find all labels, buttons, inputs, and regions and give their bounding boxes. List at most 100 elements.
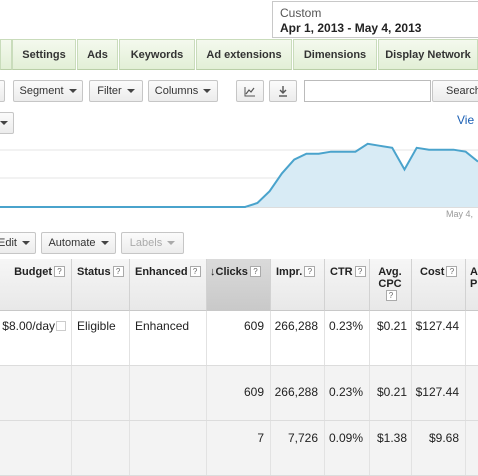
cell-cost: $127.44 <box>412 366 466 420</box>
edit-label: Edit <box>0 237 17 249</box>
tab-keywords[interactable]: Keywords <box>119 39 195 70</box>
chevron-down-icon <box>203 89 212 94</box>
cell-cost: $127.44 <box>412 311 466 365</box>
cell-cost: $9.68 <box>412 421 466 475</box>
column-header-enhanced[interactable]: Enhanced? <box>130 259 207 311</box>
tab-ads[interactable]: Ads <box>77 39 118 70</box>
tab-dimensions[interactable]: Dimensions <box>293 39 377 70</box>
enhanced-value: Enhanced <box>135 319 190 333</box>
sort-descending-icon: ↓ <box>210 266 216 278</box>
segment-label: Segment <box>19 85 64 97</box>
avg-cpc-value: $0.21 <box>376 319 407 333</box>
automate-label: Automate <box>48 237 96 249</box>
column-header-avg-cpc[interactable]: Avg. CPC? <box>370 259 412 311</box>
view-change-history-link[interactable]: Vie <box>457 113 475 127</box>
cell-budget <box>0 366 72 420</box>
ctr-value: 0.23% <box>328 319 363 333</box>
cell-clicks: 7 <box>207 421 271 475</box>
chevron-down-icon <box>0 121 8 126</box>
cell-budget: $8.00/day <box>0 311 72 365</box>
cell-enhanced <box>130 366 207 420</box>
chart-metric-dropdown[interactable] <box>0 112 14 134</box>
columns-button[interactable]: Columns <box>148 80 218 102</box>
table-row: 609 266,288 0.23% $0.21 $127.44 <box>0 366 478 421</box>
performance-chart <box>0 142 478 208</box>
line-graph-icon <box>244 87 255 97</box>
segment-button[interactable]: Segment <box>13 80 83 102</box>
cell-ctr: 0.23% <box>325 366 370 420</box>
cost-value: $127.44 <box>415 319 459 333</box>
help-icon[interactable]: ? <box>54 266 65 277</box>
help-icon[interactable]: ? <box>189 266 201 277</box>
budget-value: $8.00/day <box>2 319 55 333</box>
tab-bar: Settings Ads Keywords Ad extensions Dime… <box>0 39 478 71</box>
avg-cpc-value: $0.21 <box>376 385 407 399</box>
cell-avg-cpc: $0.21 <box>370 311 412 365</box>
ctr-value: 0.23% <box>328 385 363 399</box>
clicks-value: 609 <box>243 385 264 399</box>
help-icon[interactable]: ? <box>354 266 366 277</box>
help-icon[interactable]: ? <box>249 266 261 277</box>
cell-ctr: 0.23% <box>325 311 370 365</box>
column-header-clicks[interactable]: ↓Clicks? <box>207 259 271 311</box>
table-row[interactable]: $8.00/day Eligible Enhanced 609 266,288 … <box>0 311 478 366</box>
chart-series-line <box>0 142 478 208</box>
download-button[interactable] <box>269 80 297 102</box>
date-range-picker[interactable]: Custom Apr 1, 2013 - May 4, 2013 <box>272 1 478 38</box>
table-row: 7 7,726 0.09% $1.38 $9.68 <box>0 421 478 476</box>
column-header-status[interactable]: Status? <box>72 259 130 311</box>
search-button[interactable]: Search <box>432 80 478 102</box>
toolbar-left-button[interactable] <box>0 80 5 102</box>
help-icon[interactable]: ? <box>304 266 316 277</box>
cell-impressions: 266,288 <box>271 311 325 365</box>
cell-impressions: 266,288 <box>271 366 325 420</box>
cell-avg-cpc: $1.38 <box>370 421 412 475</box>
chart-area-fill <box>0 143 478 207</box>
help-icon[interactable]: ? <box>112 266 124 277</box>
chevron-down-icon <box>21 241 30 246</box>
labels-label: Labels <box>129 237 163 249</box>
chevron-down-icon <box>167 241 176 246</box>
toggle-graph-button[interactable] <box>236 80 264 102</box>
cell-budget <box>0 421 72 475</box>
column-header-cost[interactable]: Cost? <box>412 259 466 311</box>
chevron-down-icon <box>100 241 109 246</box>
cell-status <box>72 421 130 475</box>
chevron-down-icon <box>68 89 77 94</box>
column-header-budget[interactable]: Budget? <box>0 259 72 311</box>
tab-display-network[interactable]: Display Network <box>378 39 478 70</box>
avg-cpc-value: $1.38 <box>376 431 407 445</box>
column-header-ctr[interactable]: CTR? <box>325 259 370 311</box>
status-value: Eligible <box>77 319 116 333</box>
cost-value: $127.44 <box>415 385 459 399</box>
clicks-value: 7 <box>257 431 264 445</box>
labels-button[interactable]: Labels <box>121 232 184 254</box>
column-header-label: A P <box>470 266 478 290</box>
tab-settings[interactable]: Settings <box>12 39 76 70</box>
column-header-impressions[interactable]: Impr.? <box>271 259 325 311</box>
help-icon[interactable]: ? <box>385 290 397 301</box>
cell-enhanced <box>130 421 207 475</box>
column-header-label: CTR <box>330 266 353 278</box>
tab-ad-extensions[interactable]: Ad extensions <box>196 39 292 70</box>
automate-button[interactable]: Automate <box>41 232 116 254</box>
help-icon[interactable]: ? <box>446 266 458 277</box>
budget-edit-icon[interactable] <box>56 321 66 331</box>
edit-button[interactable]: Edit <box>0 232 36 254</box>
search-input[interactable] <box>304 80 431 102</box>
cell-ctr: 0.09% <box>325 421 370 475</box>
column-header-label: Clicks <box>215 266 248 278</box>
chevron-down-icon <box>126 89 135 94</box>
chart-date-label: May 4, <box>446 209 474 219</box>
clicks-value: 609 <box>243 319 264 333</box>
tab-previous[interactable] <box>0 39 12 70</box>
columns-label: Columns <box>154 85 199 97</box>
filter-button[interactable]: Filter <box>89 80 143 102</box>
column-header-label: Avg. CPC <box>378 266 402 290</box>
column-header-label: Cost <box>420 266 445 278</box>
column-header-label: Budget <box>14 266 52 278</box>
cell-avg-cpc: $0.21 <box>370 366 412 420</box>
column-header-label: Impr. <box>276 266 303 278</box>
column-header-truncated[interactable]: A P <box>466 259 478 311</box>
filter-label: Filter <box>97 85 122 97</box>
